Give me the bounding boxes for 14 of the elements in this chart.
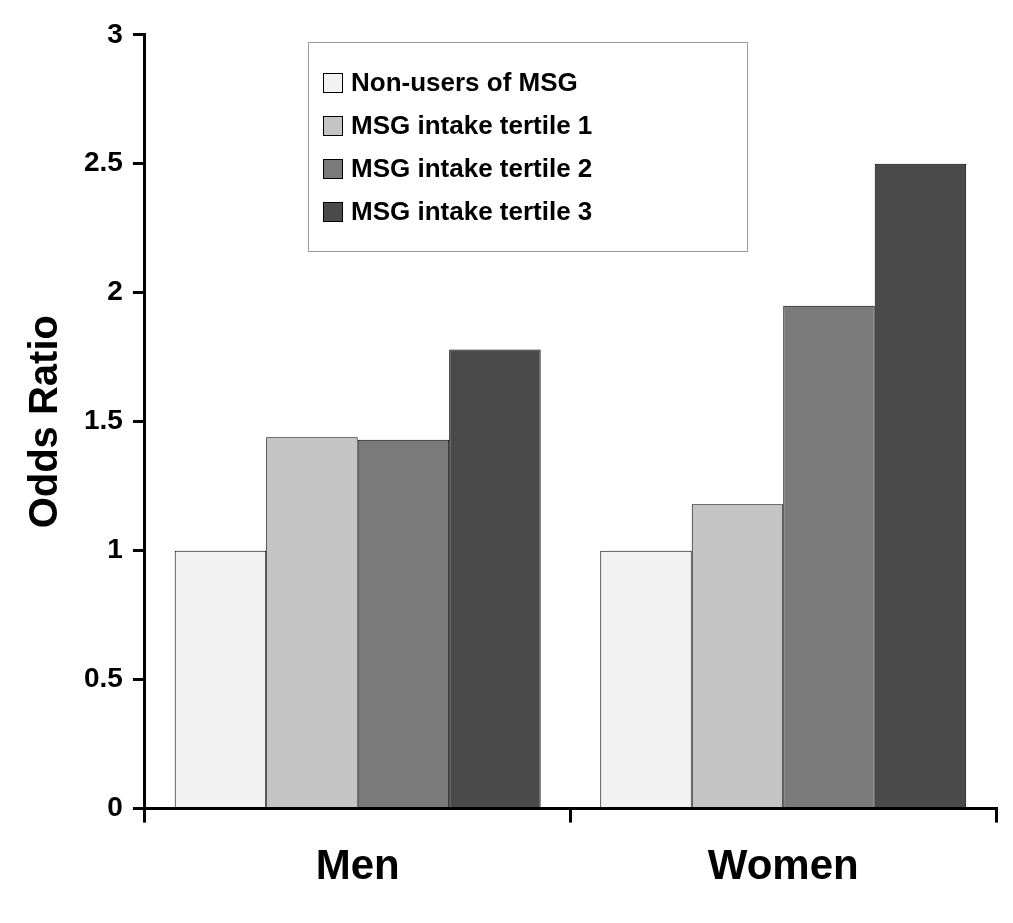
y-tick-label: 1: [107, 533, 123, 565]
y-tick-label: 3: [107, 17, 123, 49]
y-tick-label: 2.5: [83, 146, 123, 178]
legend-label: Non-users of MSG: [351, 67, 578, 98]
legend-label: MSG intake tertile 1: [351, 110, 593, 141]
x-tick-label: Women: [707, 841, 859, 889]
y-axis-title: Odds Ratio: [21, 315, 66, 529]
legend-label: MSG intake tertile 3: [351, 196, 593, 227]
y-tick-label: 0.5: [83, 662, 123, 694]
y-tick-label: 0: [107, 791, 123, 823]
x-tick-label: Men: [315, 841, 400, 889]
y-tick-label: 2: [107, 275, 123, 307]
y-tick-label: 1.5: [83, 404, 123, 436]
legend-label: MSG intake tertile 2: [351, 153, 593, 184]
